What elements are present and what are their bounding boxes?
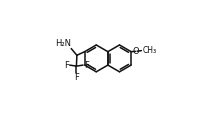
Text: F: F — [84, 61, 89, 70]
Text: O: O — [133, 47, 140, 56]
Text: H₂N: H₂N — [55, 39, 71, 48]
Text: CH₃: CH₃ — [142, 46, 156, 55]
Text: F: F — [74, 73, 79, 82]
Text: F: F — [64, 61, 69, 70]
